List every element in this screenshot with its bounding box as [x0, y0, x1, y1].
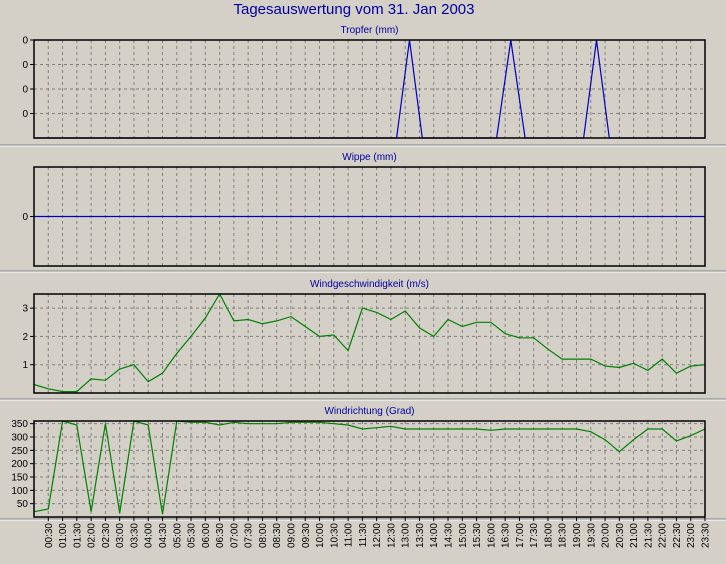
x-tick-label: 05:30 [187, 523, 198, 548]
x-tick-label: 02:30 [101, 523, 112, 548]
x-tick-label: 17:00 [515, 523, 526, 548]
x-tick-label: 08:30 [272, 523, 283, 548]
x-tick-label: 04:00 [144, 523, 155, 548]
x-tick-label: 15:30 [472, 523, 483, 548]
panel-title: Windrichtung (Grad) [324, 406, 414, 417]
x-tick-label: 22:30 [672, 523, 683, 548]
x-tick-label: 22:00 [658, 523, 669, 548]
page-title: Tagesauswertung vom 31. Jan 2003 [234, 1, 475, 18]
x-tick-label: 07:00 [229, 523, 240, 548]
panel-title: Windgeschwindigkeit (m/s) [310, 279, 429, 290]
y-tick-label: 250 [11, 446, 28, 457]
series-line [33, 420, 706, 515]
x-tick-label: 10:30 [329, 523, 340, 548]
x-tick-label: 19:30 [586, 523, 597, 548]
chart-panel-2: Wippe (mm) 0 [0, 152, 726, 273]
plot-frame [33, 293, 706, 394]
y-tick-label: 2 [22, 332, 28, 343]
y-tick-label: 300 [11, 433, 28, 444]
x-tick-label: 10:00 [315, 523, 326, 548]
x-tick-label: 17:30 [529, 523, 540, 548]
y-tick-label: 0 [22, 109, 28, 120]
panel-title: Wippe (mm) [342, 152, 396, 163]
x-tick-label: 21:00 [629, 523, 640, 548]
x-tick-label: 20:30 [615, 523, 626, 548]
x-tick-label: 18:00 [543, 523, 554, 548]
x-tick-label: 23:30 [701, 523, 712, 548]
x-tick-label: 00:30 [44, 523, 55, 548]
x-tick-label: 13:30 [415, 523, 426, 548]
x-tick-label: 14:30 [444, 523, 455, 548]
x-tick-label: 01:30 [72, 523, 83, 548]
y-tick-label: 200 [11, 459, 28, 470]
y-tick-label: 0 [22, 212, 28, 223]
plot-frame [33, 39, 706, 139]
x-tick-label: 13:00 [401, 523, 412, 548]
x-tick-label: 16:00 [486, 523, 497, 548]
x-tick-label: 01:00 [58, 523, 69, 548]
plot-frame [33, 166, 706, 267]
series-line [33, 292, 706, 393]
x-tick-label: 09:30 [301, 523, 312, 548]
y-tick-label: 150 [11, 473, 28, 484]
y-tick-label: 100 [11, 486, 28, 497]
x-tick-label: 15:00 [458, 523, 469, 548]
x-tick-label: 12:00 [372, 523, 383, 548]
x-tick-label: 18:30 [558, 523, 569, 548]
x-tick-label: 06:30 [215, 523, 226, 548]
y-tick-label: 0 [22, 85, 28, 96]
panel-title: Tropfer (mm) [341, 25, 399, 36]
y-tick-label: 0 [22, 60, 28, 71]
x-tick-label: 07:30 [244, 523, 255, 548]
x-tick-label: 03:30 [129, 523, 140, 548]
x-tick-label: 06:00 [201, 523, 212, 548]
chart-panel-1: Tropfer (mm) 0 0 0 0 [0, 25, 726, 147]
x-tick-label: 08:00 [258, 523, 269, 548]
x-tick-label: 14:00 [429, 523, 440, 548]
x-tick-label: 02:00 [87, 523, 98, 548]
x-tick-label: 11:00 [344, 523, 355, 548]
x-tick-label: 05:00 [172, 523, 183, 548]
plot-frame [33, 420, 706, 518]
y-tick-label: 3 [22, 304, 28, 315]
x-tick-label: 20:00 [601, 523, 612, 548]
x-tick-label: 04:30 [158, 523, 169, 548]
y-tick-label: 1 [22, 360, 28, 371]
x-tick-label: 09:00 [286, 523, 297, 548]
chart-panels: Tropfer (mm) 0 0 0 0 Wippe (mm) 0 Windgeschwind… [0, 25, 726, 548]
y-tick-label: 50 [17, 499, 29, 510]
chart-panel-3: Windgeschwindigkeit (m/s) 1 2 3 [0, 279, 726, 401]
x-tick-label: 11:30 [358, 523, 369, 548]
x-tick-label: 16:30 [501, 523, 512, 548]
x-tick-label: 03:00 [115, 523, 126, 548]
x-tick-label: 19:00 [572, 523, 583, 548]
x-tick-label: 23:00 [686, 523, 697, 548]
chart-panel-4: Windrichtung (Grad) 50 100 150 200 250 300 350 0… [0, 406, 726, 548]
x-tick-label: 21:30 [643, 523, 654, 548]
y-tick-label: 0 [22, 36, 28, 47]
x-tick-label: 12:30 [386, 523, 397, 548]
y-tick-label: 350 [11, 419, 28, 430]
